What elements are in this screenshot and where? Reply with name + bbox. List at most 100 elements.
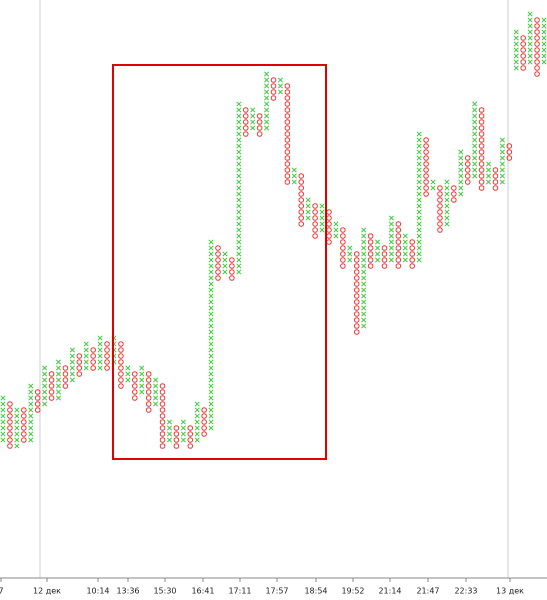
x-column	[527, 11, 533, 65]
x-box	[208, 365, 214, 371]
x-box	[236, 215, 242, 221]
o-box	[464, 173, 471, 179]
o-box	[173, 443, 180, 449]
o-column	[159, 383, 166, 449]
o-box	[215, 263, 221, 269]
x-box	[374, 239, 381, 245]
x-tick-label: 17:57	[265, 587, 288, 596]
o-box	[7, 425, 13, 431]
o-box	[478, 125, 485, 131]
x-box	[416, 185, 422, 191]
x-box	[208, 311, 214, 317]
x-box	[0, 413, 6, 419]
x-box	[236, 257, 242, 263]
o-box	[353, 299, 360, 305]
x-box	[97, 353, 103, 359]
x-box	[69, 347, 75, 353]
x-box	[499, 173, 505, 179]
o-box	[423, 185, 429, 191]
x-box	[14, 407, 20, 413]
x-box	[139, 377, 145, 383]
o-box	[506, 155, 513, 161]
o-box	[62, 365, 69, 371]
x-box	[416, 227, 422, 233]
o-box	[284, 113, 291, 119]
o-box	[242, 113, 249, 119]
x-box	[527, 35, 533, 41]
x-box	[347, 251, 353, 257]
x-box	[236, 137, 242, 143]
x-box	[444, 191, 450, 197]
o-box	[520, 65, 526, 71]
x-box	[319, 209, 325, 215]
x-tick-label: 10:14	[86, 587, 109, 596]
o-box	[340, 233, 346, 239]
x-column	[402, 233, 408, 263]
o-box	[534, 71, 540, 77]
o-box	[506, 149, 513, 155]
x-box	[361, 293, 367, 299]
o-box	[353, 263, 360, 269]
o-box	[534, 35, 540, 41]
o-box	[451, 197, 457, 203]
o-box	[76, 359, 83, 365]
x-column	[166, 419, 173, 443]
o-box	[7, 401, 13, 407]
o-box	[478, 119, 485, 125]
o-column	[381, 245, 388, 269]
x-box	[416, 257, 422, 263]
x-column	[513, 29, 519, 71]
o-box	[353, 269, 360, 275]
o-box	[256, 131, 263, 137]
o-box	[534, 29, 540, 35]
o-box	[395, 251, 402, 257]
o-box	[478, 161, 485, 167]
x-box	[236, 263, 242, 269]
o-box	[48, 377, 55, 383]
o-box	[159, 401, 166, 407]
x-box	[444, 185, 450, 191]
o-box	[423, 149, 429, 155]
x-box	[139, 365, 145, 371]
o-box	[534, 53, 540, 59]
x-box	[485, 167, 492, 173]
x-box	[333, 227, 339, 233]
x-column	[319, 203, 325, 233]
x-box	[513, 65, 519, 71]
x-box	[416, 173, 422, 179]
x-box	[361, 299, 367, 305]
x-box	[236, 131, 242, 137]
x-box	[541, 47, 547, 53]
o-box	[437, 215, 443, 221]
x-box	[28, 437, 34, 443]
o-box	[520, 35, 526, 41]
x-box	[347, 257, 353, 263]
o-box	[284, 155, 291, 161]
x-box	[361, 227, 367, 233]
x-box	[305, 203, 311, 209]
o-box	[340, 257, 346, 263]
x-box	[416, 209, 422, 215]
o-box	[118, 341, 124, 347]
o-box	[90, 347, 96, 353]
x-box	[55, 365, 62, 371]
o-box	[173, 437, 180, 443]
x-box	[319, 227, 325, 233]
x-box	[541, 35, 547, 41]
x-box	[208, 371, 214, 377]
o-box	[104, 359, 110, 365]
o-box	[534, 17, 540, 23]
x-box	[472, 167, 478, 173]
o-box	[506, 143, 513, 149]
x-box	[472, 119, 478, 125]
o-box	[7, 431, 13, 437]
x-box	[194, 407, 200, 413]
o-column	[520, 35, 526, 71]
x-box	[513, 41, 519, 47]
o-box	[298, 191, 305, 197]
x-box	[222, 269, 228, 275]
o-box	[159, 443, 166, 449]
x-box	[83, 353, 89, 359]
x-box	[236, 221, 242, 227]
o-box	[534, 41, 540, 47]
